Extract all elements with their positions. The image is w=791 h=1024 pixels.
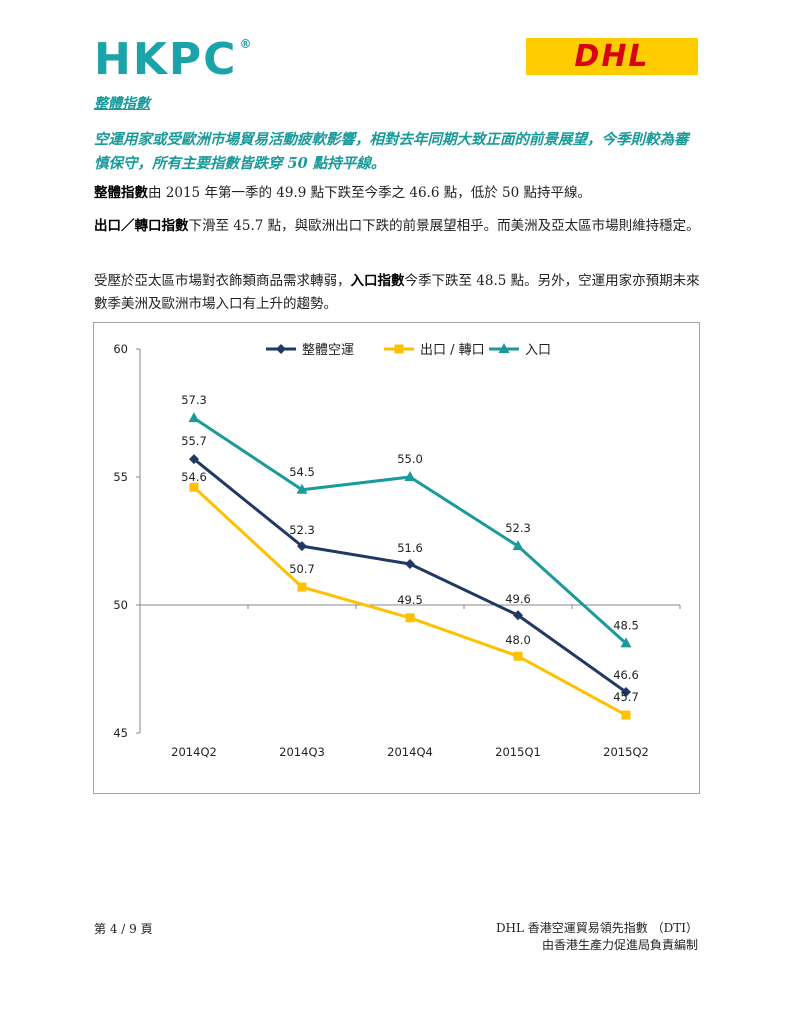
data-label: 57.3 bbox=[181, 393, 207, 407]
y-tick-label: 45 bbox=[113, 726, 128, 740]
x-tick-label: 2015Q1 bbox=[495, 745, 541, 759]
y-tick-label: 60 bbox=[113, 342, 128, 356]
legend-label: 出口 / 轉口 bbox=[420, 343, 485, 358]
y-tick-label: 55 bbox=[113, 470, 128, 484]
data-label: 54.6 bbox=[181, 470, 207, 484]
data-point bbox=[620, 637, 632, 648]
data-label: 49.5 bbox=[397, 593, 423, 607]
data-point bbox=[189, 482, 199, 492]
legend-marker bbox=[276, 344, 286, 354]
data-point bbox=[404, 471, 416, 481]
data-label: 55.7 bbox=[181, 434, 207, 448]
data-point bbox=[405, 613, 415, 623]
paragraph-overall: 整體指數由 2015 年第一季的 49.9 點下跌至今季之 46.6 點，低於 … bbox=[94, 185, 591, 201]
page-number: 第 4 / 9 頁 bbox=[94, 922, 153, 936]
data-point bbox=[512, 540, 524, 551]
x-tick-label: 2014Q3 bbox=[279, 745, 325, 759]
x-tick-label: 2014Q2 bbox=[171, 745, 217, 759]
data-label: 51.6 bbox=[397, 541, 423, 555]
data-label: 48.0 bbox=[505, 633, 531, 647]
data-label: 45.7 bbox=[613, 690, 639, 704]
paragraph-import: 受壓於亞太區市場對衣飾類商品需求轉弱，入口指數今季下跌至 48.5 點。另外，空… bbox=[94, 273, 700, 312]
data-label: 54.5 bbox=[289, 465, 315, 479]
lead-summary: 空運用家或受歐洲市場貿易活動疲軟影響，相對去年同期大致正面的前景展望，今季則較為… bbox=[94, 131, 689, 172]
hkpc-logo: HKPC ® bbox=[94, 34, 254, 85]
data-point bbox=[296, 483, 308, 494]
dhl-logo: DHL bbox=[526, 38, 698, 75]
data-point bbox=[188, 412, 200, 423]
data-label: 52.3 bbox=[289, 523, 315, 537]
data-label: 50.7 bbox=[289, 562, 315, 576]
legend-marker bbox=[394, 344, 404, 354]
footer-subtitle: 由香港生產力促進局負責編制 bbox=[541, 938, 698, 952]
legend-marker bbox=[498, 343, 510, 353]
x-tick-label: 2014Q4 bbox=[387, 745, 433, 759]
data-point bbox=[621, 687, 631, 698]
y-tick-label: 50 bbox=[113, 598, 128, 612]
data-point bbox=[405, 559, 415, 570]
legend-label: 入口 bbox=[525, 343, 551, 358]
x-tick-label: 2015Q2 bbox=[603, 745, 649, 759]
footer-credit: DHL 香港空運貿易領先指數 （DTI） 由香港生產力促進局負責編制 bbox=[420, 920, 698, 954]
data-point bbox=[513, 610, 523, 621]
data-point bbox=[189, 454, 199, 465]
data-label: 55.0 bbox=[397, 452, 423, 466]
data-point bbox=[621, 710, 631, 720]
data-label: 49.6 bbox=[505, 592, 531, 606]
series-line-0 bbox=[193, 457, 627, 694]
data-label: 52.3 bbox=[505, 521, 531, 535]
paragraph-export: 出口／轉口指數下滑至 45.7 點，與歐洲出口下跌的前景展望相乎。而美洲及亞太區… bbox=[94, 218, 700, 234]
data-point bbox=[513, 651, 523, 661]
section-title: 整體指數 bbox=[94, 96, 150, 112]
data-label: 48.5 bbox=[613, 618, 639, 632]
data-point bbox=[297, 582, 307, 592]
data-label: 46.6 bbox=[613, 668, 639, 682]
legend-label: 整體空運 bbox=[302, 343, 354, 358]
footer-title: DHL 香港空運貿易領先指數 （DTI） bbox=[495, 921, 698, 935]
index-chart: 45 50 55 60 2014Q2 2014Q3 2014Q4 2015Q1 2015Q2 55… bbox=[93, 322, 700, 794]
data-point bbox=[297, 541, 307, 552]
chart-svg: 45 50 55 60 2014Q2 2014Q3 2014Q4 2015Q1 2015Q2 55… bbox=[113, 342, 681, 759]
